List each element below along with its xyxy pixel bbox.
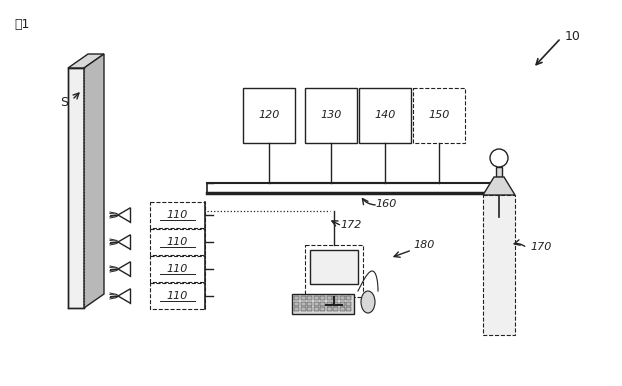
Bar [327,301,332,305]
Polygon shape [68,54,104,68]
Text: 140: 140 [374,110,396,120]
Text: 110: 110 [167,210,188,220]
Bar [340,301,345,305]
Bar [307,296,312,300]
Bar [150,283,205,309]
Bar [327,307,332,311]
Bar [294,307,299,311]
Circle shape [490,149,508,167]
Bar [359,88,411,143]
Bar [320,301,325,305]
Text: 130: 130 [320,110,341,120]
Text: 172: 172 [340,220,361,230]
Text: 110: 110 [167,291,188,301]
Bar [150,229,205,255]
Bar [333,307,338,311]
Text: 170: 170 [530,242,551,252]
Polygon shape [84,54,104,308]
Bar [313,296,318,300]
Text: 図1: 図1 [14,18,29,31]
Bar [320,307,325,311]
Bar [307,301,312,305]
Text: 160: 160 [375,199,396,209]
Bar [305,88,357,143]
Text: 10: 10 [565,30,581,43]
Bar [300,296,305,300]
Bar [305,245,363,297]
Text: 110: 110 [167,264,188,274]
Bar [340,307,345,311]
Bar [496,167,502,177]
Bar [483,195,515,335]
Bar [333,296,338,300]
Bar [150,202,205,228]
Bar [300,301,305,305]
Bar [327,296,332,300]
Bar [300,307,305,311]
Bar [346,296,351,300]
Text: 180: 180 [413,240,434,250]
Bar [346,307,351,311]
Ellipse shape [361,291,375,313]
Bar [150,256,205,282]
Bar [292,294,354,314]
Bar [307,307,312,311]
Bar [313,301,318,305]
Bar [294,301,299,305]
Bar [346,301,351,305]
Bar [310,250,358,284]
Bar [413,88,465,143]
Text: 110: 110 [167,237,188,247]
Bar [340,296,345,300]
Text: 120: 120 [258,110,280,120]
Text: S: S [60,96,68,109]
Bar [68,68,84,308]
Bar [294,296,299,300]
Bar [313,307,318,311]
Bar [320,296,325,300]
Text: 150: 150 [429,110,450,120]
Polygon shape [483,177,515,195]
Bar [243,88,295,143]
Bar [333,301,338,305]
